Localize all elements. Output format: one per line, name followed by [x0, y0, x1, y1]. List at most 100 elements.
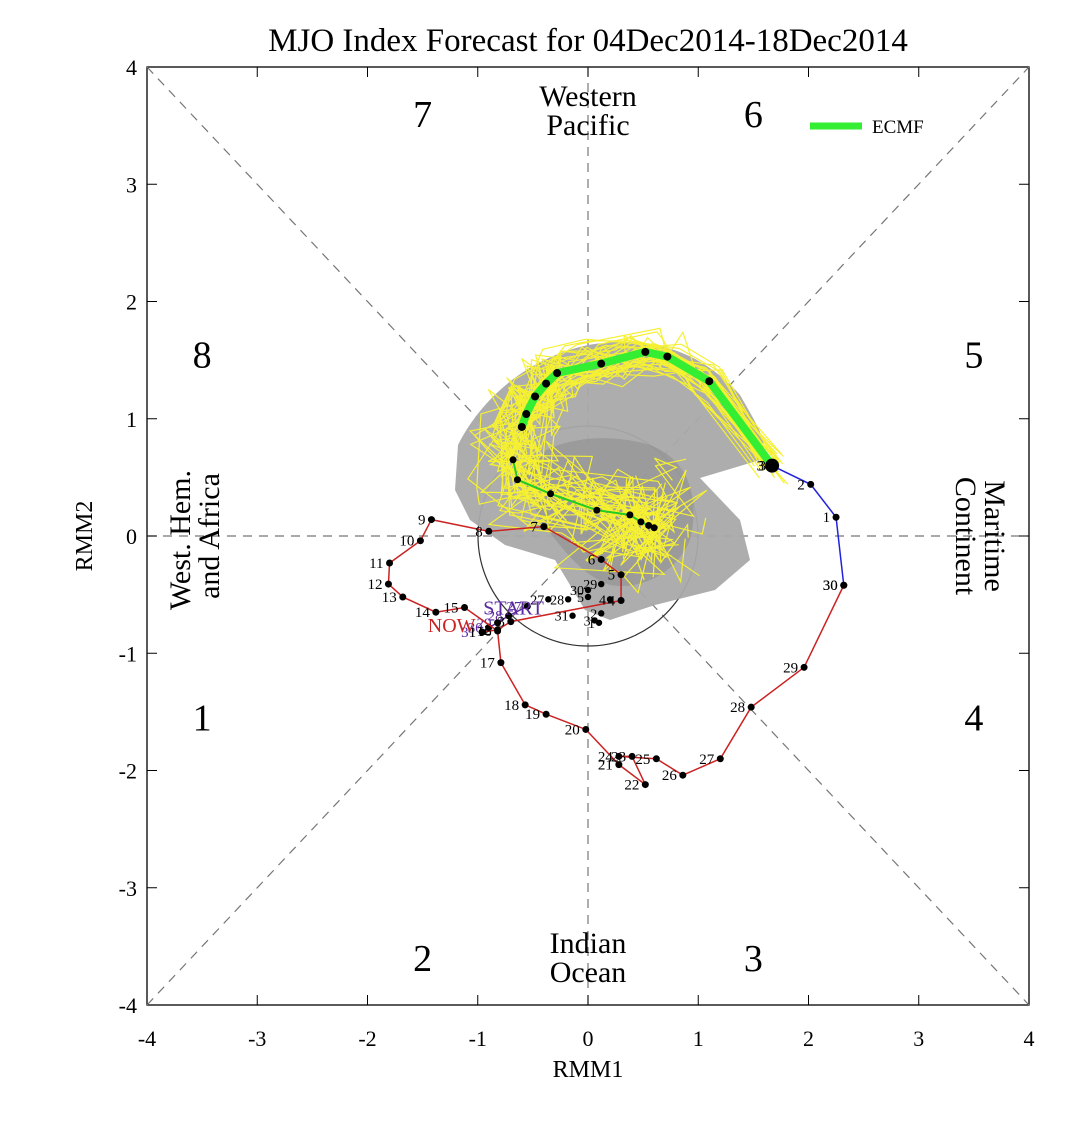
observed-december-day-label: 30 — [823, 578, 838, 594]
observed-november-point — [615, 761, 623, 769]
x-tick-label: 0 — [583, 1026, 594, 1051]
observed-november-day-label: 27 — [699, 752, 715, 768]
observed-november-point — [478, 628, 486, 636]
observed-november-day-label: 30 — [823, 578, 838, 594]
x-tick-labels: -4 -3 -2 -1 0 1 2 3 4 — [138, 1026, 1035, 1051]
observed-november-day-label: 11 — [369, 556, 383, 572]
observed-november-point — [507, 618, 515, 626]
forecast-mean: 3 — [509, 347, 780, 532]
y-tick-label: 3 — [126, 172, 137, 197]
observed-november-point — [497, 659, 505, 667]
cluster-point — [598, 580, 605, 588]
observed-november-point — [494, 627, 502, 635]
observed-november-point — [542, 710, 550, 718]
small-mean-point — [637, 518, 645, 526]
phase-number-5: 5 — [964, 334, 983, 376]
tick-marks — [147, 67, 1029, 1005]
observed-november-day-label: 15 — [444, 601, 459, 617]
observed-october-day-label: 31 — [461, 625, 476, 641]
observed-november-day-label: 13 — [382, 590, 397, 606]
y-tick-label: -4 — [119, 993, 137, 1018]
observed-november-point — [800, 663, 808, 671]
y-tick-label: 4 — [126, 55, 137, 80]
region-west-hem-line1: West. Hem. — [164, 470, 197, 610]
small-mean-point — [513, 476, 521, 484]
now-label: NOW — [428, 615, 476, 637]
observed-november-point — [427, 516, 435, 524]
region-indian-ocean-line2: Ocean — [550, 956, 627, 989]
observed-december-day-label: 2 — [797, 477, 805, 493]
observed-november-point — [716, 755, 724, 763]
x-tick-label: -2 — [358, 1026, 376, 1051]
observed-trajectory: 2728293031123456789101112131415161718192… — [367, 459, 848, 794]
observed-november-day-label: 7 — [530, 520, 538, 536]
y-tick-label: -2 — [119, 759, 137, 784]
observed-december-day-label: 1 — [823, 510, 831, 526]
y-tick-label: 0 — [126, 524, 137, 549]
cluster-day-label: 30 — [570, 584, 584, 599]
cluster-point — [564, 596, 572, 603]
cluster-point — [569, 612, 576, 619]
cluster-day-label: 3 — [584, 614, 591, 629]
observed-november-point — [617, 596, 625, 604]
phase-number-6: 6 — [744, 94, 763, 136]
x-tick-label: -4 — [138, 1026, 156, 1051]
region-maritime-line1: Maritime — [978, 480, 1011, 592]
observed-november-day-label: 16 — [477, 624, 493, 640]
observed-november-day-label: 25 — [635, 752, 650, 768]
observed-october-point — [505, 612, 513, 620]
observed-november-point — [747, 703, 755, 711]
chart-title: MJO Index Forecast for 04Dec2014-18Dec20… — [268, 23, 908, 59]
observed-november-day-label: 28 — [730, 700, 745, 716]
region-maritime-line2: Continent — [949, 477, 982, 596]
region-western-pacific-line2: Pacific — [546, 109, 629, 142]
x-tick-label: 3 — [913, 1026, 924, 1051]
observed-december-point — [807, 480, 815, 488]
x-tick-label: 2 — [803, 1026, 814, 1051]
ensemble-member-line — [479, 338, 780, 557]
ecmf-mean-point — [663, 352, 672, 361]
observed-november-day-label: 5 — [608, 568, 616, 584]
observed-november-day-label: 26 — [662, 768, 678, 784]
cluster-point — [591, 617, 598, 624]
phase-number-8: 8 — [193, 334, 212, 376]
observed-october-point — [523, 602, 531, 610]
y-tick-labels: -4 -3 -2 -1 0 1 2 3 4 — [119, 55, 137, 1018]
cluster-day-label: 5 — [577, 591, 584, 606]
small-mean-point — [547, 490, 555, 498]
observed-november-point — [652, 755, 660, 763]
observed-november-point — [679, 771, 687, 779]
x-tick-label: 4 — [1024, 1026, 1035, 1051]
observed-november-day-label: 9 — [418, 513, 426, 529]
observed-november-day-label: 6 — [588, 552, 596, 568]
observed-october-point — [494, 619, 502, 627]
cluster-day-label: 28 — [550, 593, 564, 608]
observed-december-line — [771, 464, 845, 586]
observed-november-day-label: 20 — [565, 722, 580, 738]
ensemble-member-line — [487, 358, 767, 581]
observed-november-day-label: 1 — [469, 625, 477, 641]
observed-november-day-label: 8 — [475, 524, 483, 540]
observed-november-point — [432, 608, 440, 616]
ecmf-mean-point — [705, 377, 714, 386]
start-label: START — [483, 598, 544, 620]
small-mean-point — [626, 511, 634, 519]
region-western-pacific-line1: Western — [539, 80, 637, 113]
ecmf-mean-point — [542, 379, 551, 388]
region-west-hem-line2: and Africa — [193, 473, 226, 599]
observed-november-day-label: 18 — [504, 698, 519, 714]
ensemble-member-lines — [466, 327, 789, 594]
region-indian-ocean-line1: Indian — [550, 927, 627, 960]
small-mean-point — [593, 506, 601, 514]
observed-december-point — [840, 581, 848, 589]
observed-november-day-label: 24 — [598, 749, 614, 765]
observed-november-day-label: 19 — [525, 707, 540, 723]
y-tick-label: 1 — [126, 407, 137, 432]
observed-november-point — [399, 593, 407, 601]
observed-november-day-label: 3 — [497, 615, 505, 631]
phase-number-7: 7 — [413, 94, 432, 136]
cluster-point — [584, 593, 592, 601]
observed-november-day-label: 22 — [624, 778, 639, 794]
